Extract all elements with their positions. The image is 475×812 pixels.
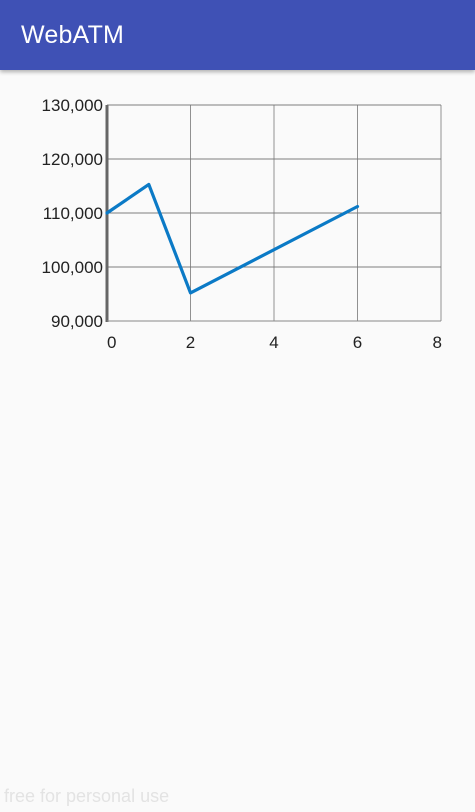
x-tick-label: 6: [353, 333, 362, 352]
app-bar: WebATM: [0, 0, 475, 70]
x-tick-label: 0: [107, 333, 116, 352]
y-tick-label: 130,000: [42, 96, 103, 115]
y-tick-label: 90,000: [51, 312, 103, 331]
line-chart: 90,000 100,000 110,000 120,000 130,000 0 2 4 6 8: [42, 96, 442, 352]
y-tick-label: 100,000: [42, 258, 103, 277]
x-tick-label: 4: [269, 333, 278, 352]
x-tick-label: 8: [433, 333, 442, 352]
x-tick-label: 2: [186, 333, 195, 352]
watermark-text: free for personal use: [4, 786, 170, 806]
series-line: [105, 182, 360, 295]
chart-container: 90,000 100,000 110,000 120,000 130,000 0 2 4 6 8: [0, 90, 475, 370]
y-tick-label: 110,000: [43, 204, 103, 223]
y-tick-label: 120,000: [42, 150, 103, 169]
app-title: WebATM: [21, 21, 125, 49]
